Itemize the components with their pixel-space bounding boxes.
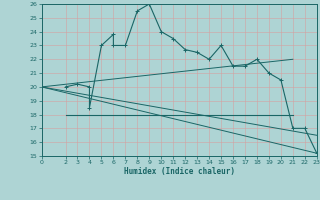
X-axis label: Humidex (Indice chaleur): Humidex (Indice chaleur) bbox=[124, 167, 235, 176]
